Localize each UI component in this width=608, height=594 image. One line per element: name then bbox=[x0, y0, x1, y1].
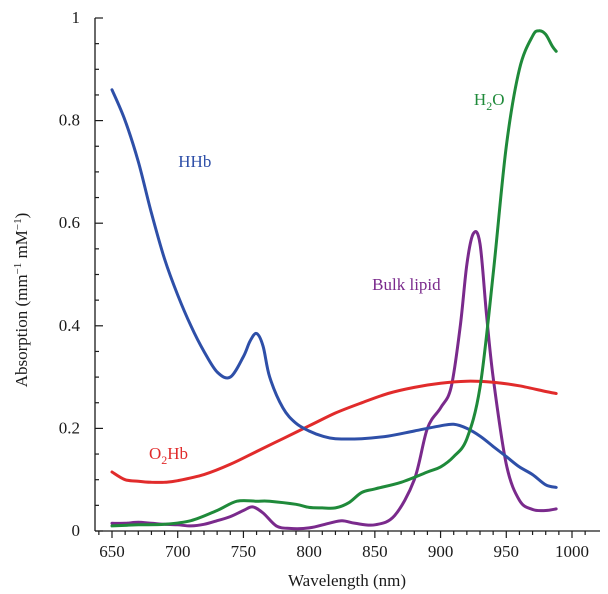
series-label-o2hb: O2Hb bbox=[149, 444, 188, 467]
y-tick-label: 1 bbox=[72, 8, 81, 27]
series-line-hhb bbox=[110, 88, 558, 489]
y-tick-label: 0.6 bbox=[59, 213, 80, 232]
series-line-bulk-lipid bbox=[110, 230, 558, 531]
x-tick-label: 1000 bbox=[555, 542, 589, 561]
x-tick-label: 650 bbox=[99, 542, 125, 561]
series-labels: HHb O2Hb H2O Bulk lipid bbox=[149, 90, 504, 467]
x-tick-label: 900 bbox=[428, 542, 454, 561]
y-tick-label: 0.4 bbox=[59, 316, 81, 335]
x-tick-label: 750 bbox=[231, 542, 257, 561]
series-lines bbox=[110, 29, 558, 531]
x-tick-label: 850 bbox=[362, 542, 388, 561]
x-tick-label: 700 bbox=[165, 542, 191, 561]
series-label-hhb: HHb bbox=[178, 152, 211, 171]
x-axis-ticks: 650 700 750 800 850 900 950 1000 bbox=[98, 531, 589, 561]
x-axis-title: Wavelength (nm) bbox=[288, 571, 406, 590]
y-tick-label: 0.2 bbox=[59, 418, 80, 437]
x-tick-label: 950 bbox=[494, 542, 520, 561]
y-axis-title: Absorption (mm−1 mM−1) bbox=[12, 213, 31, 388]
x-tick-label: 800 bbox=[296, 542, 322, 561]
y-tick-label: 0 bbox=[72, 521, 81, 540]
y-axis-ticks: 0 0.2 0.4 0.6 0.8 1 bbox=[59, 8, 103, 540]
series-label-bulk-lipid: Bulk lipid bbox=[372, 275, 441, 294]
series-line-o2hb bbox=[110, 379, 558, 484]
series-label-h2o: H2O bbox=[474, 90, 505, 113]
y-tick-label: 0.8 bbox=[59, 111, 80, 130]
series-line-h2o bbox=[110, 29, 558, 528]
